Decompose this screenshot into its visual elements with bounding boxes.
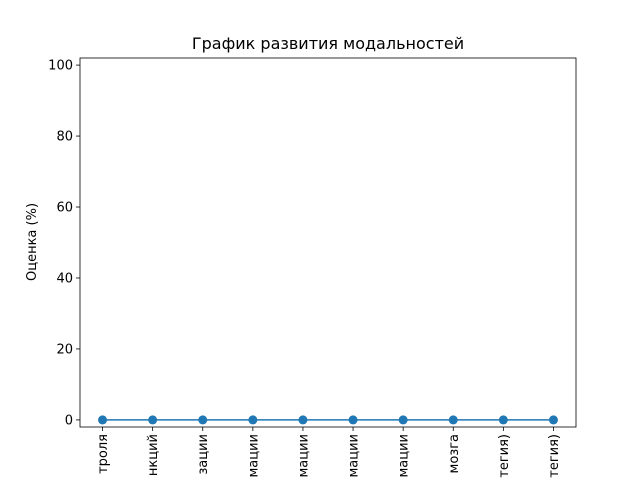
data-point [448, 415, 458, 425]
y-axis-label: Оценка (%) [25, 203, 40, 281]
data-point [348, 415, 358, 425]
axes-frame [79, 57, 577, 428]
data-point [498, 415, 508, 425]
y-tick-label: 60 [56, 201, 73, 216]
data-point [198, 415, 208, 425]
x-tick-label: тегия) [547, 434, 562, 478]
x-tick-label: мации [246, 434, 261, 478]
x-tick-label: троля [96, 434, 111, 474]
y-tick-label: 100 [48, 59, 73, 74]
x-tick-label: мации [397, 434, 412, 478]
plot-series [98, 415, 558, 425]
data-point [548, 415, 558, 425]
data-point [148, 415, 158, 425]
y-tick-label: 20 [56, 342, 73, 357]
x-tick-label: мации [347, 434, 362, 478]
x-tick-label: мозга [447, 434, 462, 473]
y-axis-ticks: 0 20 40 60 80 100 [48, 59, 80, 428]
x-axis-ticks: троля нкций зации мации мации мации мации мозга… [96, 427, 562, 478]
y-tick-label: 0 [65, 413, 73, 428]
data-point [248, 415, 258, 425]
data-point [298, 415, 308, 425]
x-tick-label: тегия) [497, 434, 512, 478]
y-tick-label: 80 [56, 130, 73, 145]
chart-title: График развития модальностей [192, 34, 464, 53]
x-tick-label: нкций [146, 434, 161, 476]
y-tick-label: 40 [56, 271, 73, 286]
data-point [398, 415, 408, 425]
x-tick-label: мации [296, 434, 311, 478]
x-tick-label: зации [196, 434, 211, 475]
data-point [98, 415, 108, 425]
